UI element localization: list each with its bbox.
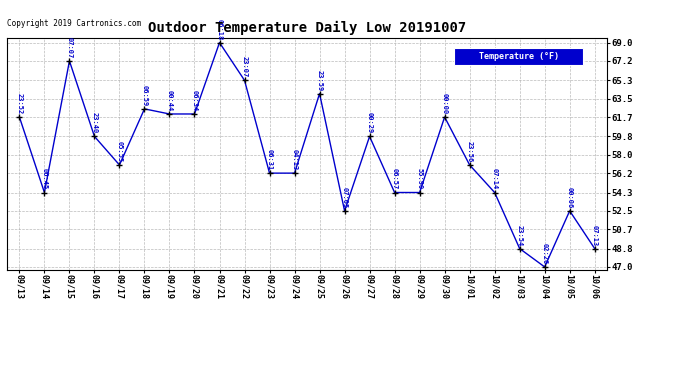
Text: Temperature (°F): Temperature (°F) [479,52,559,61]
Text: 04:13: 04:13 [292,149,297,170]
Text: 23:59: 23:59 [317,69,322,91]
Text: 00:00: 00:00 [442,93,448,114]
Text: 06:18: 06:18 [217,19,222,40]
FancyBboxPatch shape [454,48,583,65]
Text: 06:31: 06:31 [266,149,273,170]
Text: 23:07: 23:07 [241,56,248,78]
Text: 23:52: 23:52 [17,93,22,114]
Text: 00:44: 00:44 [166,90,172,111]
Text: 02:26: 02:26 [542,243,548,264]
Text: 06:45: 06:45 [41,168,48,190]
Text: 55:90: 55:90 [417,168,422,190]
Text: 07:05: 07:05 [342,187,348,208]
Text: 06:57: 06:57 [392,168,397,190]
Text: 00:29: 00:29 [366,112,373,134]
Text: 06:34: 06:34 [192,90,197,111]
Text: 00:06: 00:06 [566,187,573,208]
Text: 07:13: 07:13 [592,225,598,246]
Text: 06:59: 06:59 [141,85,148,106]
Text: Copyright 2019 Cartronics.com: Copyright 2019 Cartronics.com [7,19,141,28]
Text: 23:56: 23:56 [466,141,473,162]
Text: 23:54: 23:54 [517,225,522,246]
Text: 07:07: 07:07 [66,37,72,58]
Text: 05:55: 05:55 [117,141,122,162]
Text: 07:14: 07:14 [492,168,497,190]
Title: Outdoor Temperature Daily Low 20191007: Outdoor Temperature Daily Low 20191007 [148,21,466,35]
Text: 23:40: 23:40 [92,112,97,134]
